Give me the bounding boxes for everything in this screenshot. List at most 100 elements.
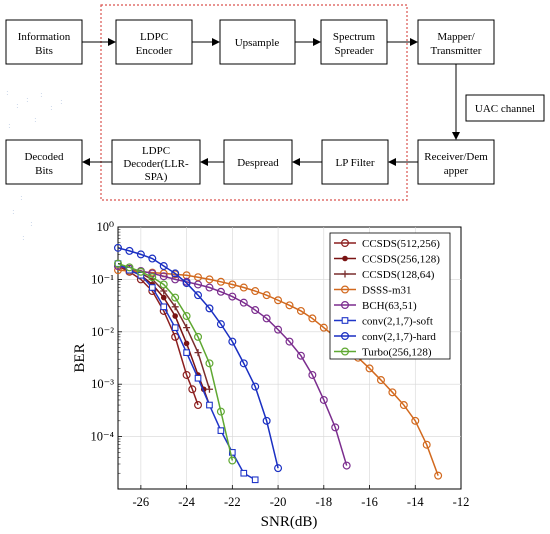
data-point [205,275,214,284]
ber-chart: -26 -24 -22 -20 -18 -16 -14 -12 10⁰ 10⁻¹ 10⁻² 10⁻³… [72,220,469,530]
legend-entry: Turbo(256,128) [334,347,432,359]
data-point [183,349,190,357]
block-mapper-transmitter: Mapper/ Transmitter [417,19,495,65]
y-tick-label: 10⁻¹ [91,272,114,286]
svg-text:UAC channel: UAC channel [475,103,535,115]
data-point [113,243,122,252]
block-receiver-demapper: Receiver/Dem apper [417,139,495,185]
legend-swatch-marker [341,317,349,324]
series-conv-2-1-7-hard [113,243,283,473]
data-point [399,401,408,410]
data-point [274,325,283,334]
svg-text::: : [60,97,63,106]
data-point [274,464,283,473]
data-point [240,469,248,477]
data-point [239,298,248,307]
data-point [205,385,213,393]
data-point [285,337,294,346]
data-point [171,275,180,284]
data-point [296,351,305,360]
data-point [171,324,179,332]
data-point [171,293,180,302]
svg-text:Spectrum: Spectrum [333,31,376,43]
legend-label: conv(2,1,7)-hard [362,331,436,343]
data-point [342,461,351,470]
svg-text:LP Filter: LP Filter [335,157,374,169]
data-point [262,314,271,323]
svg-text::: : [16,101,19,110]
x-tick-label: -16 [361,495,378,509]
block-ldpc-encoder: LDPC Encoder [115,19,193,65]
svg-text:Upsample: Upsample [235,37,280,49]
svg-text:apper: apper [444,165,469,177]
data-point [160,303,168,311]
data-point [217,427,225,434]
legend-label: BCH(63,51) [362,300,417,312]
data-point [194,280,203,289]
svg-text:Receiver/Dem: Receiver/Dem [424,151,488,163]
svg-text:Spreader: Spreader [334,45,373,57]
x-tick-label: -22 [224,495,241,509]
data-point [188,385,197,394]
data-point [251,306,260,315]
svg-text:Encoder: Encoder [136,45,173,57]
data-point [411,416,420,425]
data-point [216,320,225,329]
data-point [216,287,225,296]
data-point [388,388,397,397]
data-point [160,287,168,295]
x-tick-label: -20 [270,495,287,509]
legend-label: Turbo(256,128) [362,347,432,359]
flow-arrows [82,38,460,166]
data-point [228,292,237,301]
svg-text:Information: Information [18,31,71,43]
block-lp-filter: LP Filter [321,139,389,185]
legend-label: conv(2,1,7)-soft [362,316,433,328]
data-point [251,382,260,391]
legend-swatch-marker [342,255,348,262]
x-tick-label: -14 [407,495,424,509]
legend-swatch-marker [341,270,349,278]
data-point [172,313,178,319]
data-point [239,283,248,292]
legend-swatch-marker [341,332,350,341]
data-point [136,250,145,259]
data-point [171,303,179,311]
legend-entry: CCSDS(128,64) [334,269,435,281]
data-point [205,283,214,292]
legend-entry: conv(2,1,7)-soft [334,316,433,328]
data-point [262,291,271,300]
data-point [194,349,202,357]
data-point [285,301,294,310]
block-information-bits: Information Bits [5,19,83,65]
data-point [308,370,317,379]
svg-text:Mapper/: Mapper/ [437,31,475,43]
series-line [117,262,234,461]
block-uac-channel: UAC channel [465,94,545,122]
data-point [194,401,203,410]
svg-text::: : [8,121,11,130]
legend: CCSDS(512,256) CCSDS(256,128) CCSDS(128,64… [329,232,451,360]
svg-text::: : [50,103,53,112]
legend-entry: CCSDS(512,256) [334,238,440,250]
data-point [182,279,191,288]
data-point [148,284,156,291]
data-point [159,272,168,281]
block-ldpc-decoder: LDPC Decoder(LLR- SPA) [111,139,201,185]
data-point [274,296,283,305]
data-point [422,440,431,449]
svg-text::: : [40,90,43,99]
dotted-artifact: :: :: :: :: :: :: [6,88,63,242]
data-point [182,370,191,379]
data-point [183,340,190,347]
data-point [194,291,203,300]
data-point [160,294,167,301]
data-point [194,332,203,341]
x-tick-label: -18 [315,495,332,509]
data-point [251,287,260,296]
data-point [296,306,305,315]
data-point [251,476,259,484]
data-point [376,376,385,385]
x-tick-label: -12 [453,495,470,509]
